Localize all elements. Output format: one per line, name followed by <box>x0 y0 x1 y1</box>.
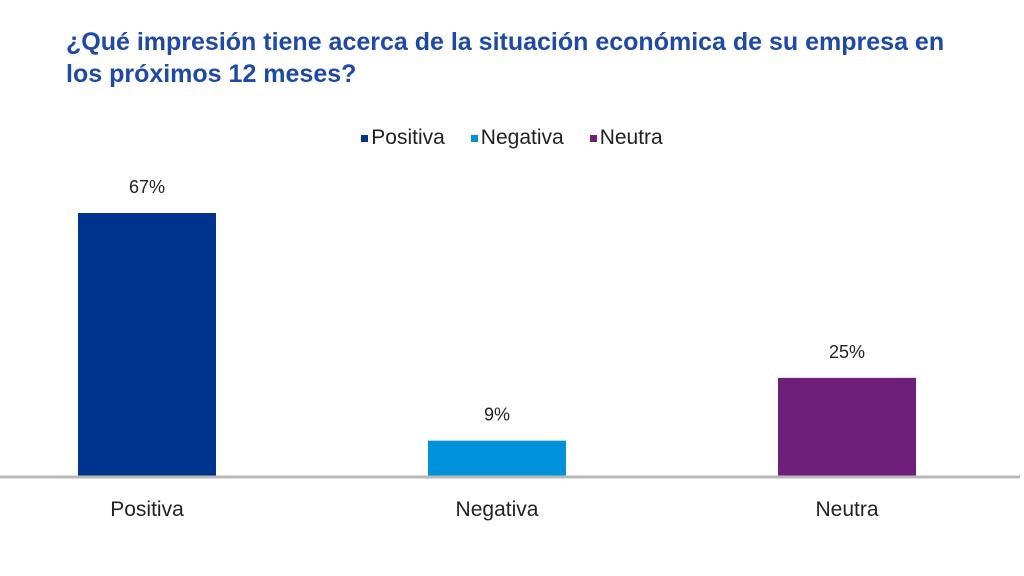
legend-item-neutra: Neutra <box>589 126 663 150</box>
legend-item-negativa: Negativa <box>470 126 564 150</box>
data-label: 9% <box>484 405 510 425</box>
data-label: 25% <box>829 342 865 362</box>
legend-label: Negativa <box>480 126 564 149</box>
chart-title: ¿Qué impresión tiene acerca de la situac… <box>66 28 945 88</box>
x-tick-label: Positiva <box>110 498 184 521</box>
bar-negativa <box>428 440 566 476</box>
legend-label: Neutra <box>599 126 663 149</box>
legend-label: Positiva <box>371 126 445 149</box>
bar-neutra <box>778 377 916 476</box>
legend-item-positiva: Positiva <box>361 126 445 150</box>
x-tick-label: Negativa <box>456 498 539 521</box>
legend-swatch <box>470 134 478 142</box>
legend-swatch <box>361 134 369 142</box>
legend-swatch <box>589 134 597 142</box>
legend: Positiva Negativa Neutra <box>0 126 1024 150</box>
bar-positiva <box>78 213 216 476</box>
x-tick-label: Neutra <box>815 498 878 521</box>
data-label: 67% <box>129 177 165 197</box>
